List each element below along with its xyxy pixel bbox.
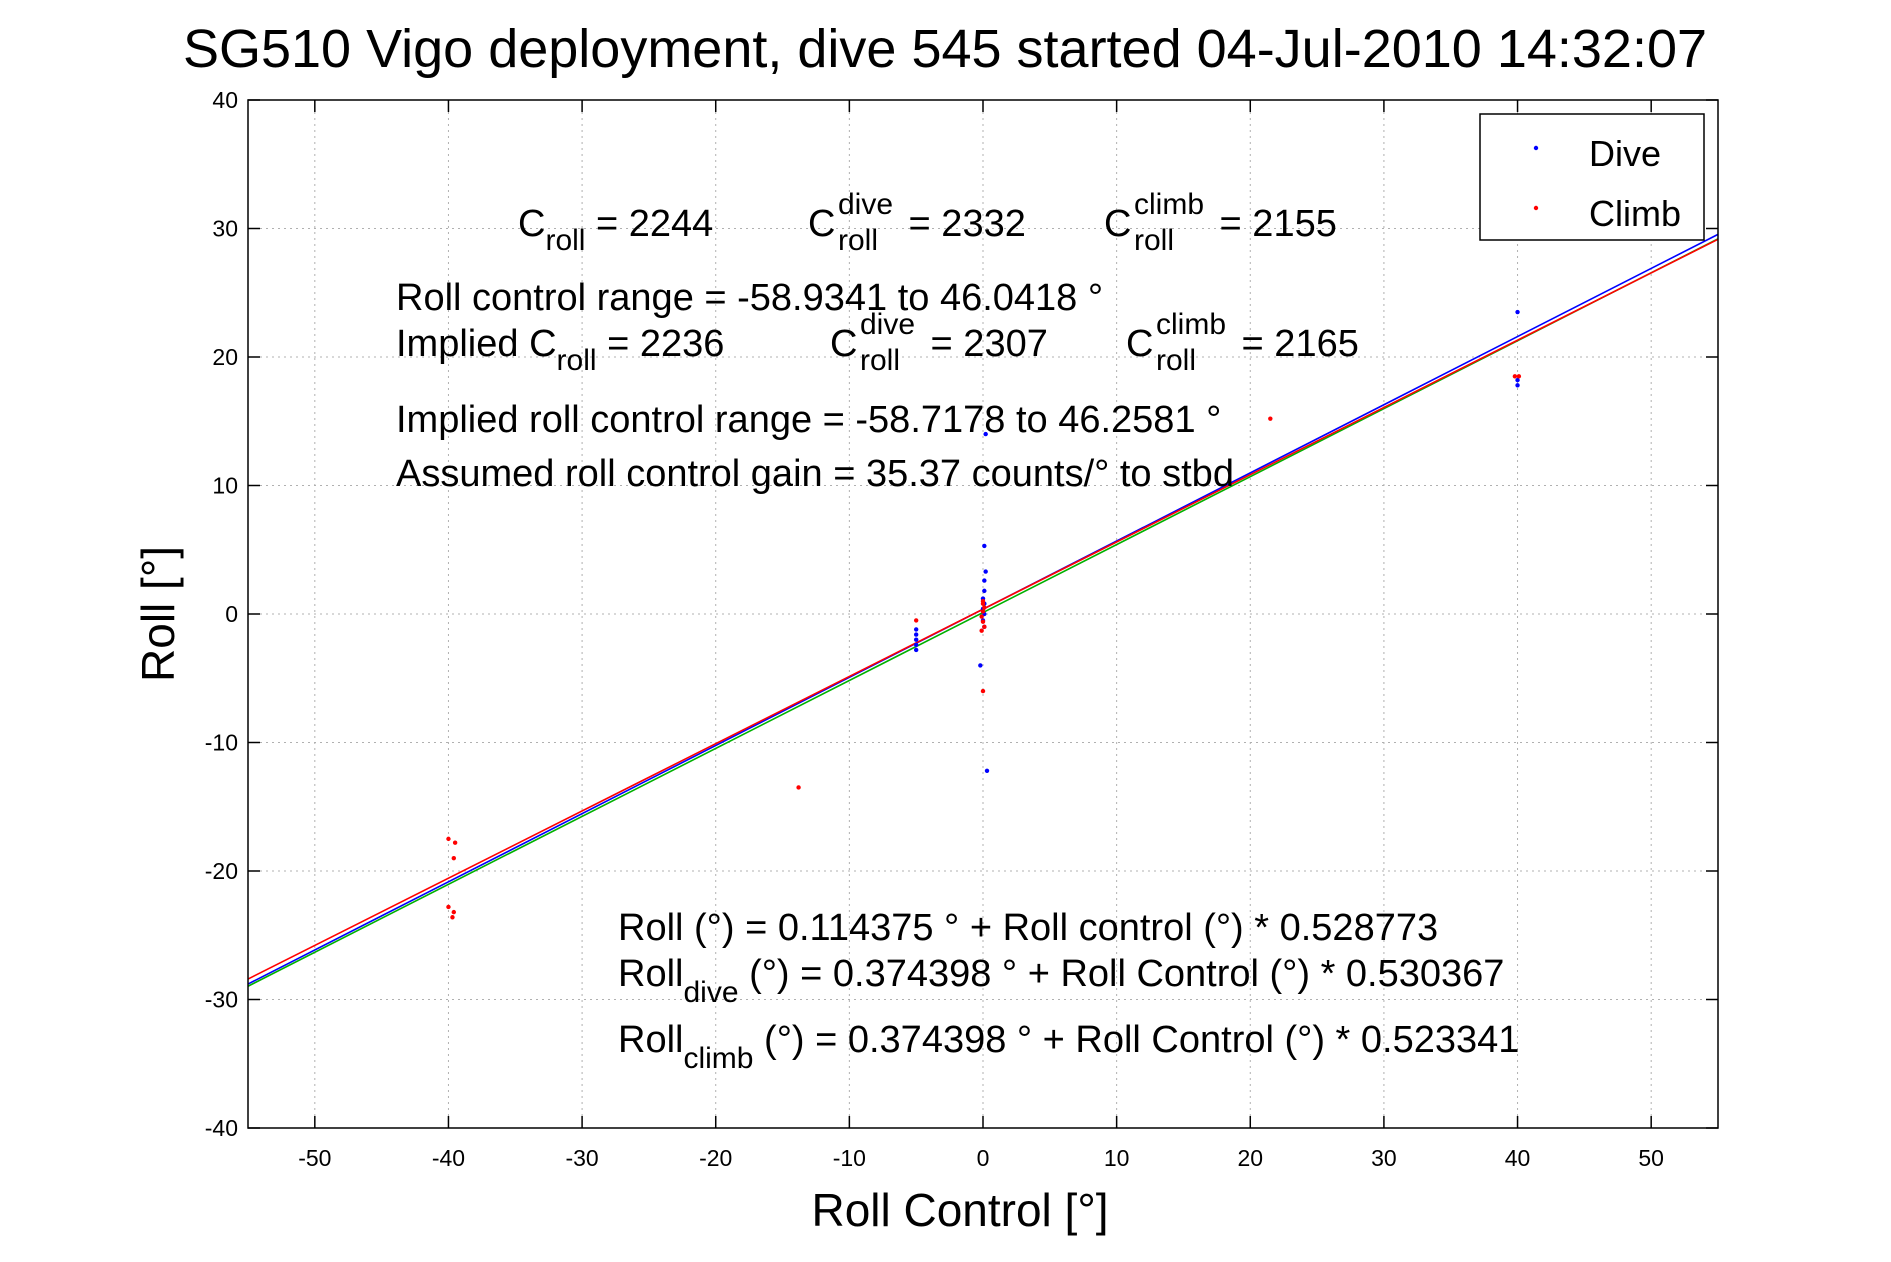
- x-tick-label: -10: [833, 1145, 866, 1171]
- annotation-implied-c-roll-dive: Cdive roll = 2307: [830, 308, 1048, 377]
- annotation-roll-control-range: Roll control range = -58.9341 to 46.0418…: [396, 277, 1103, 319]
- annotation-c-roll-dive: Cdive roll = 2332: [808, 188, 1026, 257]
- point-climb: [979, 628, 984, 633]
- point-dive: [1515, 377, 1520, 383]
- legend: Dive Climb: [1479, 113, 1705, 241]
- point-climb: [450, 915, 455, 920]
- y-tick-label: -30: [205, 987, 238, 1013]
- point-climb: [980, 688, 986, 694]
- y-tick-label: 30: [212, 216, 238, 242]
- point-climb: [452, 840, 458, 845]
- x-tick-label: 0: [977, 1145, 990, 1171]
- y-tick-label: 0: [225, 601, 238, 627]
- point-dive: [982, 578, 987, 583]
- x-tick-label: -40: [432, 1145, 465, 1171]
- annotations: Croll = 2244 Cdive roll = 2332 Cclimb roll…: [396, 188, 1519, 1075]
- x-tick-label: -50: [298, 1145, 331, 1171]
- annotation-c-roll-climb: Cclimb roll = 2155: [1104, 188, 1337, 257]
- point-climb: [913, 618, 919, 623]
- point-climb: [979, 614, 984, 619]
- point-climb: [980, 601, 986, 606]
- y-axis-label: Roll [°]: [132, 546, 184, 682]
- point-dive: [983, 431, 988, 437]
- annotation-assumed-gain: Assumed roll control gain = 35.37 counts…: [396, 453, 1234, 495]
- x-tick-label: 50: [1638, 1145, 1664, 1171]
- x-tick-label: -30: [565, 1145, 598, 1171]
- annotation-fit-dive: Rolldive (°) = 0.374398 ° + Roll Control…: [618, 953, 1504, 1009]
- annotation-c-roll: Croll = 2244: [518, 203, 713, 257]
- data-points: [446, 309, 1522, 920]
- point-climb: [1516, 374, 1522, 379]
- x-tick-label: 10: [1104, 1145, 1130, 1171]
- point-climb: [982, 624, 987, 630]
- annotation-implied-range: Implied roll control range = -58.7178 to…: [396, 399, 1221, 441]
- axis-ticks: -50 -40 -30 -20 -10 0 10 20 30 40 50 -40 -30 -20 -10 0 1…: [205, 87, 1718, 1171]
- point-climb: [980, 609, 986, 614]
- point-dive: [913, 647, 919, 653]
- legend-dive-marker: [1533, 145, 1539, 151]
- point-climb: [446, 904, 451, 910]
- legend-box: [1479, 113, 1705, 241]
- point-climb: [451, 855, 456, 861]
- legend-climb-marker: [1533, 205, 1539, 211]
- x-tick-label: 40: [1505, 1145, 1531, 1171]
- annotation-fit-all: Roll (°) = 0.114375 ° + Roll control (°)…: [618, 907, 1438, 949]
- legend-climb-label: Climb: [1589, 193, 1681, 234]
- point-dive: [913, 627, 919, 632]
- point-climb: [980, 619, 986, 624]
- x-tick-label: 20: [1237, 1145, 1263, 1171]
- annotation-implied-c-roll: Implied Croll = 2236: [396, 323, 724, 377]
- chart-title: SG510 Vigo deployment, dive 545 started …: [183, 19, 1707, 79]
- y-tick-label: -40: [205, 1115, 238, 1141]
- point-dive: [913, 642, 919, 648]
- x-axis-label: Roll Control [°]: [811, 1184, 1108, 1236]
- legend-dive-label: Dive: [1589, 133, 1661, 174]
- point-dive: [1515, 383, 1520, 388]
- y-tick-label: -10: [205, 730, 238, 756]
- point-dive: [913, 637, 919, 642]
- point-dive: [913, 632, 919, 637]
- point-climb: [796, 785, 801, 790]
- annotation-implied-c-roll-climb: Cclimb roll = 2165: [1126, 308, 1359, 377]
- y-tick-label: 10: [212, 473, 238, 499]
- point-dive: [983, 569, 988, 574]
- point-climb: [1512, 374, 1518, 379]
- point-dive: [1515, 309, 1520, 315]
- x-tick-label: 30: [1371, 1145, 1397, 1171]
- x-tick-label: -20: [699, 1145, 732, 1171]
- point-dive: [978, 663, 983, 668]
- point-climb: [1268, 416, 1273, 421]
- point-dive: [982, 543, 987, 549]
- y-tick-label: -20: [205, 858, 238, 884]
- y-tick-label: 20: [212, 344, 238, 370]
- y-tick-label: 40: [212, 87, 238, 113]
- point-dive: [982, 588, 987, 594]
- point-climb: [451, 909, 456, 915]
- point-climb: [446, 836, 451, 842]
- point-climb: [982, 605, 987, 610]
- annotation-fit-climb: Rollclimb (°) = 0.374398 ° + Roll Contro…: [618, 1019, 1519, 1075]
- point-dive: [984, 768, 990, 773]
